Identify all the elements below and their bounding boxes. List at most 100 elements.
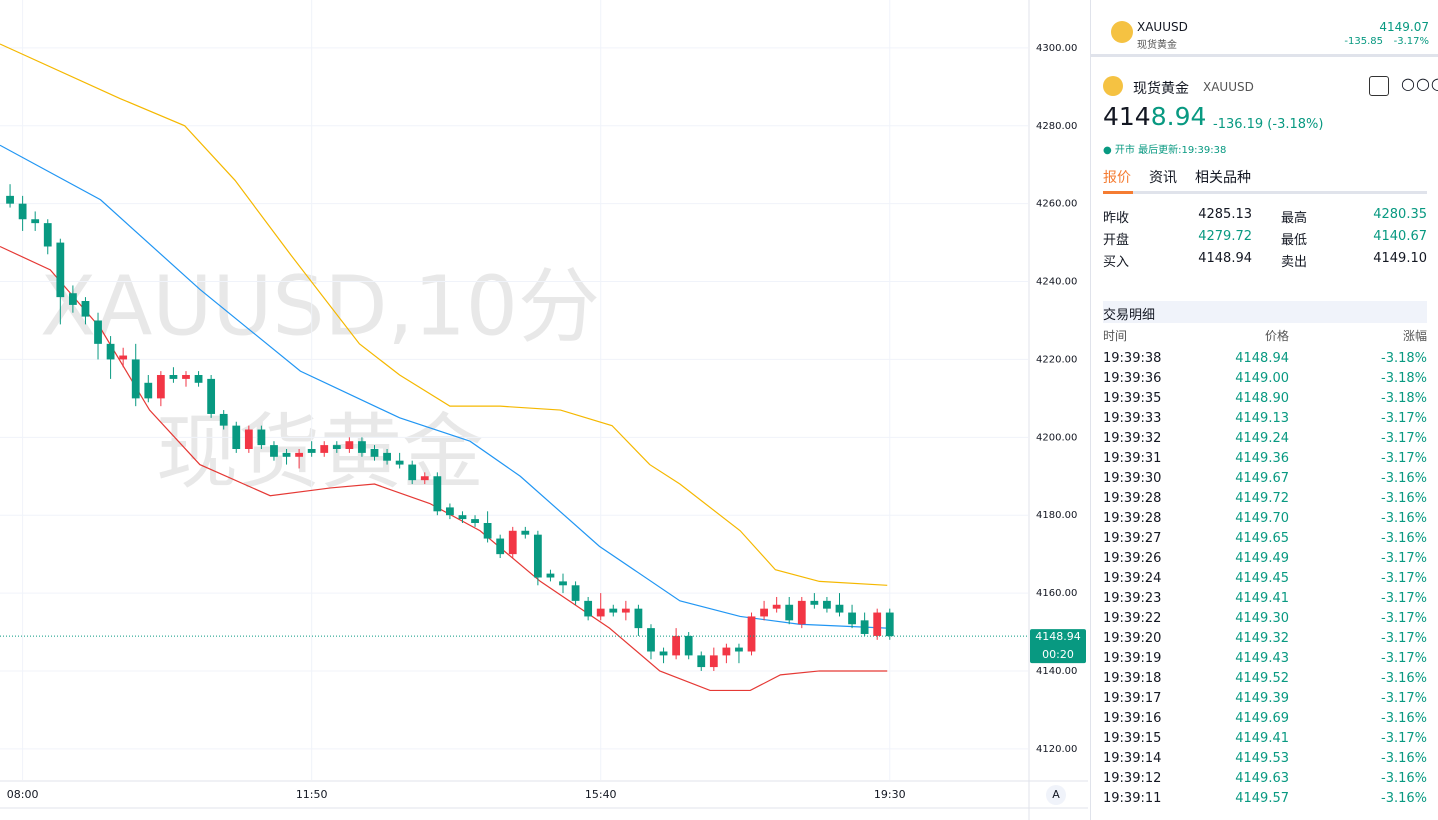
trade-price: 4149.24 bbox=[1235, 431, 1289, 446]
candle-body bbox=[596, 608, 605, 617]
candle-body bbox=[232, 425, 241, 449]
candle-body bbox=[621, 608, 630, 613]
detail-name: 现货黄金 bbox=[1133, 81, 1189, 97]
trade-change: -3.17% bbox=[1381, 431, 1427, 446]
watermark: XAUUSD,10分 bbox=[40, 259, 600, 354]
trade-change: -3.16% bbox=[1381, 531, 1427, 546]
candle-body bbox=[295, 452, 303, 457]
band-line bbox=[0, 43, 888, 586]
trade-price: 4149.53 bbox=[1235, 751, 1289, 766]
candle-body bbox=[873, 612, 882, 636]
trade-price: 4149.52 bbox=[1235, 671, 1289, 686]
trade-time: 19:39:31 bbox=[1103, 451, 1162, 466]
grid bbox=[0, 0, 1028, 780]
candle-body bbox=[156, 375, 165, 399]
price-head: 414 bbox=[1103, 102, 1151, 131]
trade-price: 4149.36 bbox=[1235, 451, 1289, 466]
trade-price: 4148.94 bbox=[1235, 351, 1289, 366]
trade-change: -3.17% bbox=[1381, 411, 1427, 426]
candle-body bbox=[270, 445, 278, 457]
trade-price: 4149.32 bbox=[1235, 631, 1289, 646]
candle-body bbox=[43, 223, 52, 247]
tab-bar bbox=[1103, 191, 1427, 194]
stat-label: 买入 bbox=[1103, 255, 1130, 270]
candle-body bbox=[244, 429, 253, 449]
price-tail: 8.94 bbox=[1150, 102, 1207, 131]
more-button[interactable]: ○○○ bbox=[1401, 74, 1438, 93]
x-tick-label: 08:00 bbox=[7, 788, 39, 801]
candle-body bbox=[609, 608, 618, 613]
trade-time: 19:39:16 bbox=[1103, 711, 1162, 726]
y-tick-label: 4200.00 bbox=[1036, 432, 1077, 443]
trade-time: 19:39:14 bbox=[1103, 751, 1162, 766]
last-price-label: 4148.94 bbox=[1035, 630, 1081, 643]
trade-price: 4149.49 bbox=[1235, 551, 1289, 566]
stat-label: 昨收 bbox=[1103, 211, 1130, 226]
edit-button[interactable] bbox=[1369, 76, 1389, 96]
candle-body bbox=[697, 655, 706, 668]
band-line bbox=[0, 245, 888, 692]
stat-label: 最高 bbox=[1281, 211, 1308, 226]
candle-body bbox=[860, 620, 869, 634]
candle-body bbox=[320, 445, 329, 453]
candle-body bbox=[559, 581, 567, 586]
column-header: 时间 bbox=[1103, 329, 1128, 343]
trade-price: 4148.90 bbox=[1235, 391, 1289, 406]
x-tick-label: 11:50 bbox=[296, 788, 328, 801]
candle-body bbox=[106, 343, 115, 360]
scale-button[interactable] bbox=[1046, 785, 1066, 805]
candle-body bbox=[395, 460, 404, 465]
scale-button-label[interactable]: A bbox=[1052, 788, 1060, 801]
tab[interactable]: 相关品种 bbox=[1195, 170, 1251, 186]
candle-body bbox=[496, 538, 505, 555]
candle-body bbox=[571, 585, 580, 601]
candle-body bbox=[81, 301, 90, 317]
trade-price: 4149.41 bbox=[1235, 591, 1289, 606]
candle-body bbox=[471, 519, 479, 523]
trade-price: 4149.45 bbox=[1235, 571, 1289, 586]
big-price: 4148.94 bbox=[1103, 102, 1206, 131]
detail-change: -136.19 (-3.18%) bbox=[1213, 117, 1324, 132]
change: -135.85 bbox=[1344, 36, 1383, 47]
candle-body bbox=[358, 441, 366, 453]
trade-time: 19:39:27 bbox=[1103, 531, 1162, 546]
y-tick-label: 4240.00 bbox=[1036, 277, 1077, 288]
stat-value: 4279.72 bbox=[1198, 229, 1252, 244]
last-price-box bbox=[1030, 629, 1086, 664]
tab[interactable]: 资讯 bbox=[1149, 170, 1177, 186]
candle-body bbox=[634, 608, 643, 629]
candle-body bbox=[56, 242, 65, 298]
candle-body bbox=[207, 378, 216, 414]
candle-body bbox=[584, 600, 593, 617]
candle-body bbox=[885, 612, 894, 637]
candle-body bbox=[684, 635, 693, 656]
trades-header[interactable] bbox=[1103, 301, 1427, 323]
column-header: 涨幅 bbox=[1402, 329, 1427, 343]
candle-body bbox=[735, 647, 743, 652]
candle-body bbox=[345, 441, 354, 449]
stat-value: 4140.67 bbox=[1373, 229, 1427, 244]
trade-change: -3.17% bbox=[1381, 611, 1427, 626]
trade-change: -3.17% bbox=[1381, 591, 1427, 606]
trade-price: 4149.00 bbox=[1235, 371, 1289, 386]
trade-price: 4149.63 bbox=[1235, 771, 1289, 786]
candle-body bbox=[6, 195, 14, 204]
candle-body bbox=[483, 522, 492, 539]
tab[interactable]: 报价 bbox=[1103, 170, 1131, 186]
trade-change: -3.18% bbox=[1381, 371, 1427, 386]
stat-label: 最低 bbox=[1281, 233, 1308, 248]
candle-body bbox=[182, 375, 190, 379]
candle-body bbox=[332, 445, 341, 449]
candle-body bbox=[772, 604, 781, 609]
price: 4149.07 bbox=[1379, 20, 1429, 34]
trade-change: -3.17% bbox=[1381, 691, 1427, 706]
watchlist-row[interactable]: XAUUSD 现货黄金 4149.07 -135.85 -3.17% bbox=[1091, 0, 1438, 57]
trade-time: 19:39:30 bbox=[1103, 471, 1162, 486]
candle-body bbox=[119, 355, 128, 360]
candle-body bbox=[848, 612, 856, 625]
trade-price: 4149.69 bbox=[1235, 711, 1289, 726]
candle-body bbox=[747, 616, 756, 652]
candle-body bbox=[169, 375, 178, 379]
trade-change: -3.17% bbox=[1381, 551, 1427, 566]
gold-icon bbox=[1111, 21, 1133, 43]
